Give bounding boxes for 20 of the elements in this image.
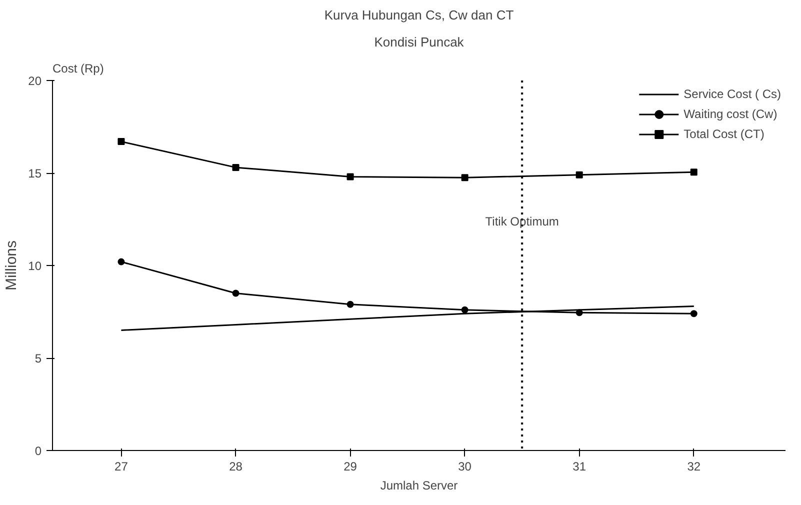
x-tick-label: 27 bbox=[114, 460, 128, 474]
x-tick-label: 32 bbox=[687, 460, 701, 474]
x-axis-title: Jumlah Server bbox=[380, 478, 458, 492]
legend-label: Service Cost ( Cs) bbox=[684, 87, 781, 101]
y-tick-label: 0 bbox=[34, 444, 42, 458]
x-tick-label: 29 bbox=[344, 460, 358, 474]
ref-line-label: Titik Optimum bbox=[485, 214, 559, 228]
y-tick-label: 20 bbox=[28, 74, 42, 88]
chart-title: Kurva Hubungan Cs, Cw dan CT bbox=[324, 8, 514, 22]
x-tick-label: 30 bbox=[458, 460, 472, 474]
y-tick-label: 15 bbox=[28, 166, 42, 180]
chart-subtitle: Kondisi Puncak bbox=[374, 34, 464, 50]
y-tick-label: 5 bbox=[34, 352, 42, 366]
x-tick-label: 28 bbox=[229, 460, 243, 474]
y-axis-title: Millions bbox=[3, 240, 20, 291]
text: Cost (Rp) bbox=[52, 62, 104, 76]
legend-label: Waiting cost (Cw) bbox=[684, 107, 778, 121]
x-tick-label: 31 bbox=[572, 460, 586, 474]
y-tick-label: 10 bbox=[28, 259, 42, 273]
legend-label: Total Cost (CT) bbox=[684, 127, 764, 141]
